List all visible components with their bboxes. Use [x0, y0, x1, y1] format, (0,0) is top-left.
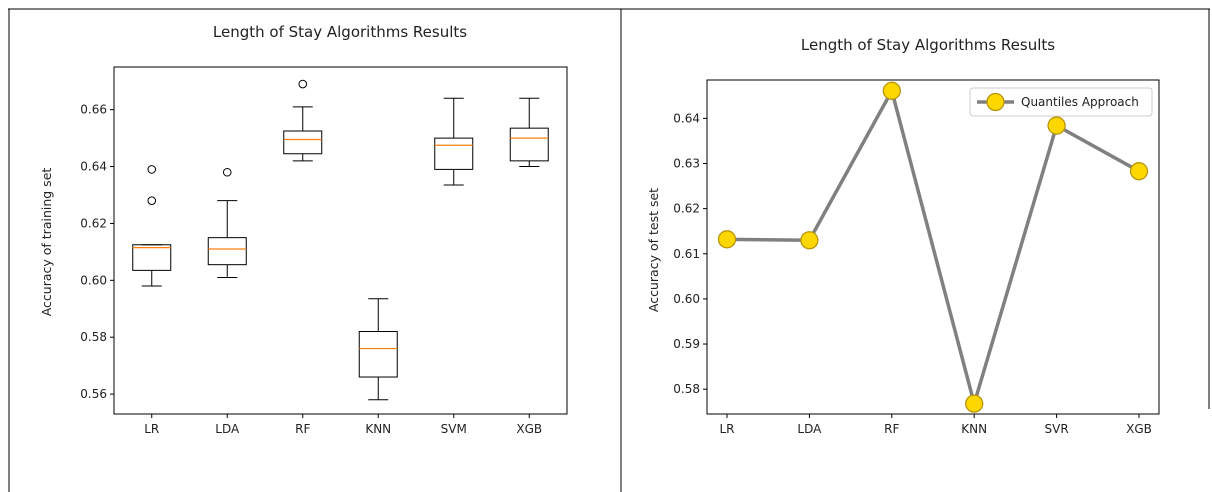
- outlier-point: [147, 165, 157, 174]
- y-tick-label: 0.58: [80, 330, 107, 344]
- y-tick-label: 0.60: [673, 292, 700, 306]
- y-axis-label: Accuracy of test set: [646, 188, 661, 312]
- x-tick-label: XGB: [516, 422, 542, 436]
- iqr-box: [358, 331, 398, 378]
- x-tick-label: XGB: [1126, 422, 1152, 436]
- x-tick-label: SVR: [1045, 422, 1069, 436]
- line-chart: Length of Stay Algorithms Results 0.58 0.…: [646, 36, 1160, 436]
- iqr-box: [434, 137, 474, 170]
- chart-title: Length of Stay Algorithms Results: [801, 36, 1055, 54]
- y-axis-label: Accuracy of training set: [39, 168, 54, 317]
- box-rf: [283, 79, 323, 162]
- y-tick-label: 0.66: [80, 103, 107, 117]
- y-tick-label: 0.59: [673, 337, 700, 351]
- y-tick-label: 0.60: [80, 273, 107, 287]
- box-knn: [358, 298, 398, 401]
- outlier-point: [222, 167, 232, 177]
- box-xgb: [509, 97, 549, 168]
- legend-frame: [969, 87, 1153, 117]
- y-tick-label: 0.63: [673, 157, 700, 171]
- x-tick-label: RF: [295, 422, 310, 436]
- x-tick-label: KNN: [961, 422, 987, 436]
- outlier-point: [147, 196, 157, 205]
- legend: Quantiles Approach: [969, 87, 1153, 117]
- x-tick-label: LDA: [215, 422, 240, 436]
- x-tick-label: LR: [144, 422, 159, 436]
- data-point-svr: [1047, 116, 1066, 135]
- chart-title: Length of Stay Algorithms Results: [213, 23, 467, 41]
- box-lr: [132, 165, 172, 287]
- legend-marker-swatch: [986, 92, 1005, 112]
- iqr-box: [509, 127, 549, 162]
- y-tick-label: 0.62: [80, 216, 107, 230]
- plot-frame: [113, 66, 568, 415]
- y-tick-label: 0.64: [80, 160, 107, 174]
- data-point-rf: [882, 81, 901, 100]
- x-tick-label: RF: [884, 422, 899, 436]
- box-svm: [434, 97, 474, 186]
- y-tick-label: 0.61: [673, 247, 700, 261]
- series-line: [726, 89, 1140, 406]
- data-point-xgb: [1129, 162, 1149, 181]
- outlier-point: [298, 79, 308, 89]
- iqr-box: [132, 244, 172, 271]
- iqr-box: [207, 237, 247, 266]
- y-tick-label: 0.56: [80, 387, 107, 401]
- x-tick-label: LR: [719, 422, 734, 436]
- boxplot-chart: Length of Stay Algorithms Results 0.56 0.…: [39, 23, 568, 436]
- x-tick-label: KNN: [365, 422, 391, 436]
- y-tick-label: 0.58: [673, 382, 700, 396]
- data-point-lda: [800, 231, 819, 250]
- x-tick-label: LDA: [797, 422, 822, 436]
- iqr-box: [283, 130, 323, 155]
- plot-frame: [706, 79, 1160, 415]
- data-point-knn: [965, 394, 984, 413]
- y-tick-label: 0.64: [673, 111, 700, 125]
- legend-series-label: Quantiles Approach: [1021, 95, 1139, 109]
- box-lda: [207, 167, 247, 278]
- y-tick-label: 0.62: [673, 202, 700, 216]
- x-tick-label: SVM: [441, 422, 467, 436]
- data-point-lr: [717, 230, 737, 249]
